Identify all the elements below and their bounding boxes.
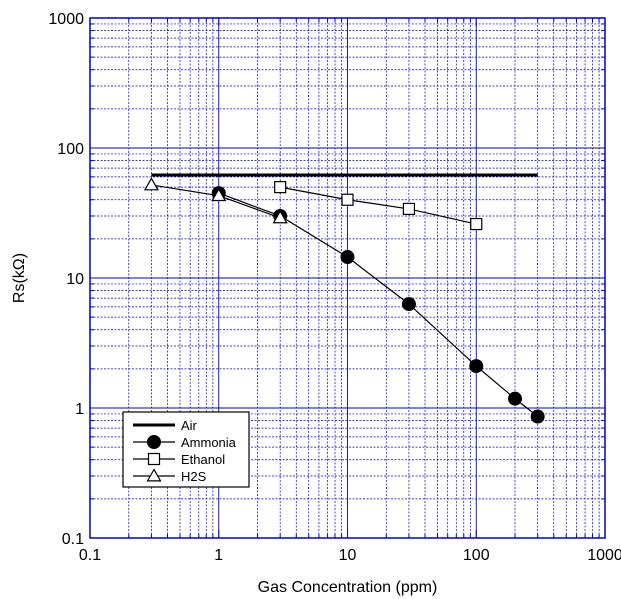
y-tick-label: 0.1 <box>62 531 84 548</box>
legend-marker-ethanol <box>147 452 161 466</box>
x-axis-title: Gas Concentration (ppm) <box>258 579 438 596</box>
series <box>143 173 545 424</box>
series-ethanol <box>274 181 483 231</box>
y-tick-labels: 0.1 1 10 100 1000 <box>48 11 84 548</box>
legend-item-air: Air <box>133 418 198 433</box>
data-point-ammonia <box>401 297 416 312</box>
data-point-ammonia <box>530 409 545 424</box>
data-point-ethanol <box>470 217 483 231</box>
legend-label-ethanol: Ethanol <box>181 452 225 467</box>
series-line-ethanol <box>280 186 477 225</box>
series-ammonia <box>211 186 545 424</box>
y-tick-label: 100 <box>57 141 84 158</box>
y-axis-title: Rs(kΩ) <box>11 253 28 303</box>
series-h2s <box>143 177 288 224</box>
data-point-ammonia <box>340 250 355 265</box>
legend-label-ammonia: Ammonia <box>181 435 237 450</box>
data-point-h2s <box>143 177 159 191</box>
x-tick-label: 100 <box>463 547 490 564</box>
legend-label-air: Air <box>181 418 198 433</box>
legend-item-ammonia: Ammonia <box>133 435 237 450</box>
y-tick-label: 1 <box>75 401 84 418</box>
y-tick-label: 10 <box>66 271 84 288</box>
data-point-h2s <box>211 187 227 202</box>
data-point-ethanol <box>341 193 354 206</box>
x-tick-label: 0.1 <box>79 547 101 564</box>
data-point-ammonia <box>469 359 484 374</box>
x-tick-labels: 0.1 1 10 100 1000 <box>79 547 621 564</box>
legend-label-h2s: H2S <box>181 469 207 484</box>
legend: Air Ammonia Ethanol H2S <box>122 411 250 488</box>
data-point-h2s <box>272 210 288 224</box>
x-tick-label: 1 <box>214 547 223 564</box>
legend-items: Air Ammonia Ethanol H2S <box>133 418 237 484</box>
series-line-ammonia <box>218 192 539 417</box>
legend-item-ethanol: Ethanol <box>133 452 225 467</box>
tick-marks <box>89 18 605 539</box>
data-point-ammonia <box>508 391 523 406</box>
y-tick-label: 1000 <box>48 11 84 28</box>
legend-item-h2s: H2S <box>133 468 207 484</box>
x-tick-label: 10 <box>339 547 357 564</box>
data-point-ethanol <box>274 181 287 194</box>
x-tick-label: 1000 <box>587 547 621 564</box>
legend-marker-h2s <box>146 468 162 482</box>
legend-marker-ammonia <box>147 435 161 449</box>
data-point-ethanol <box>402 202 416 216</box>
